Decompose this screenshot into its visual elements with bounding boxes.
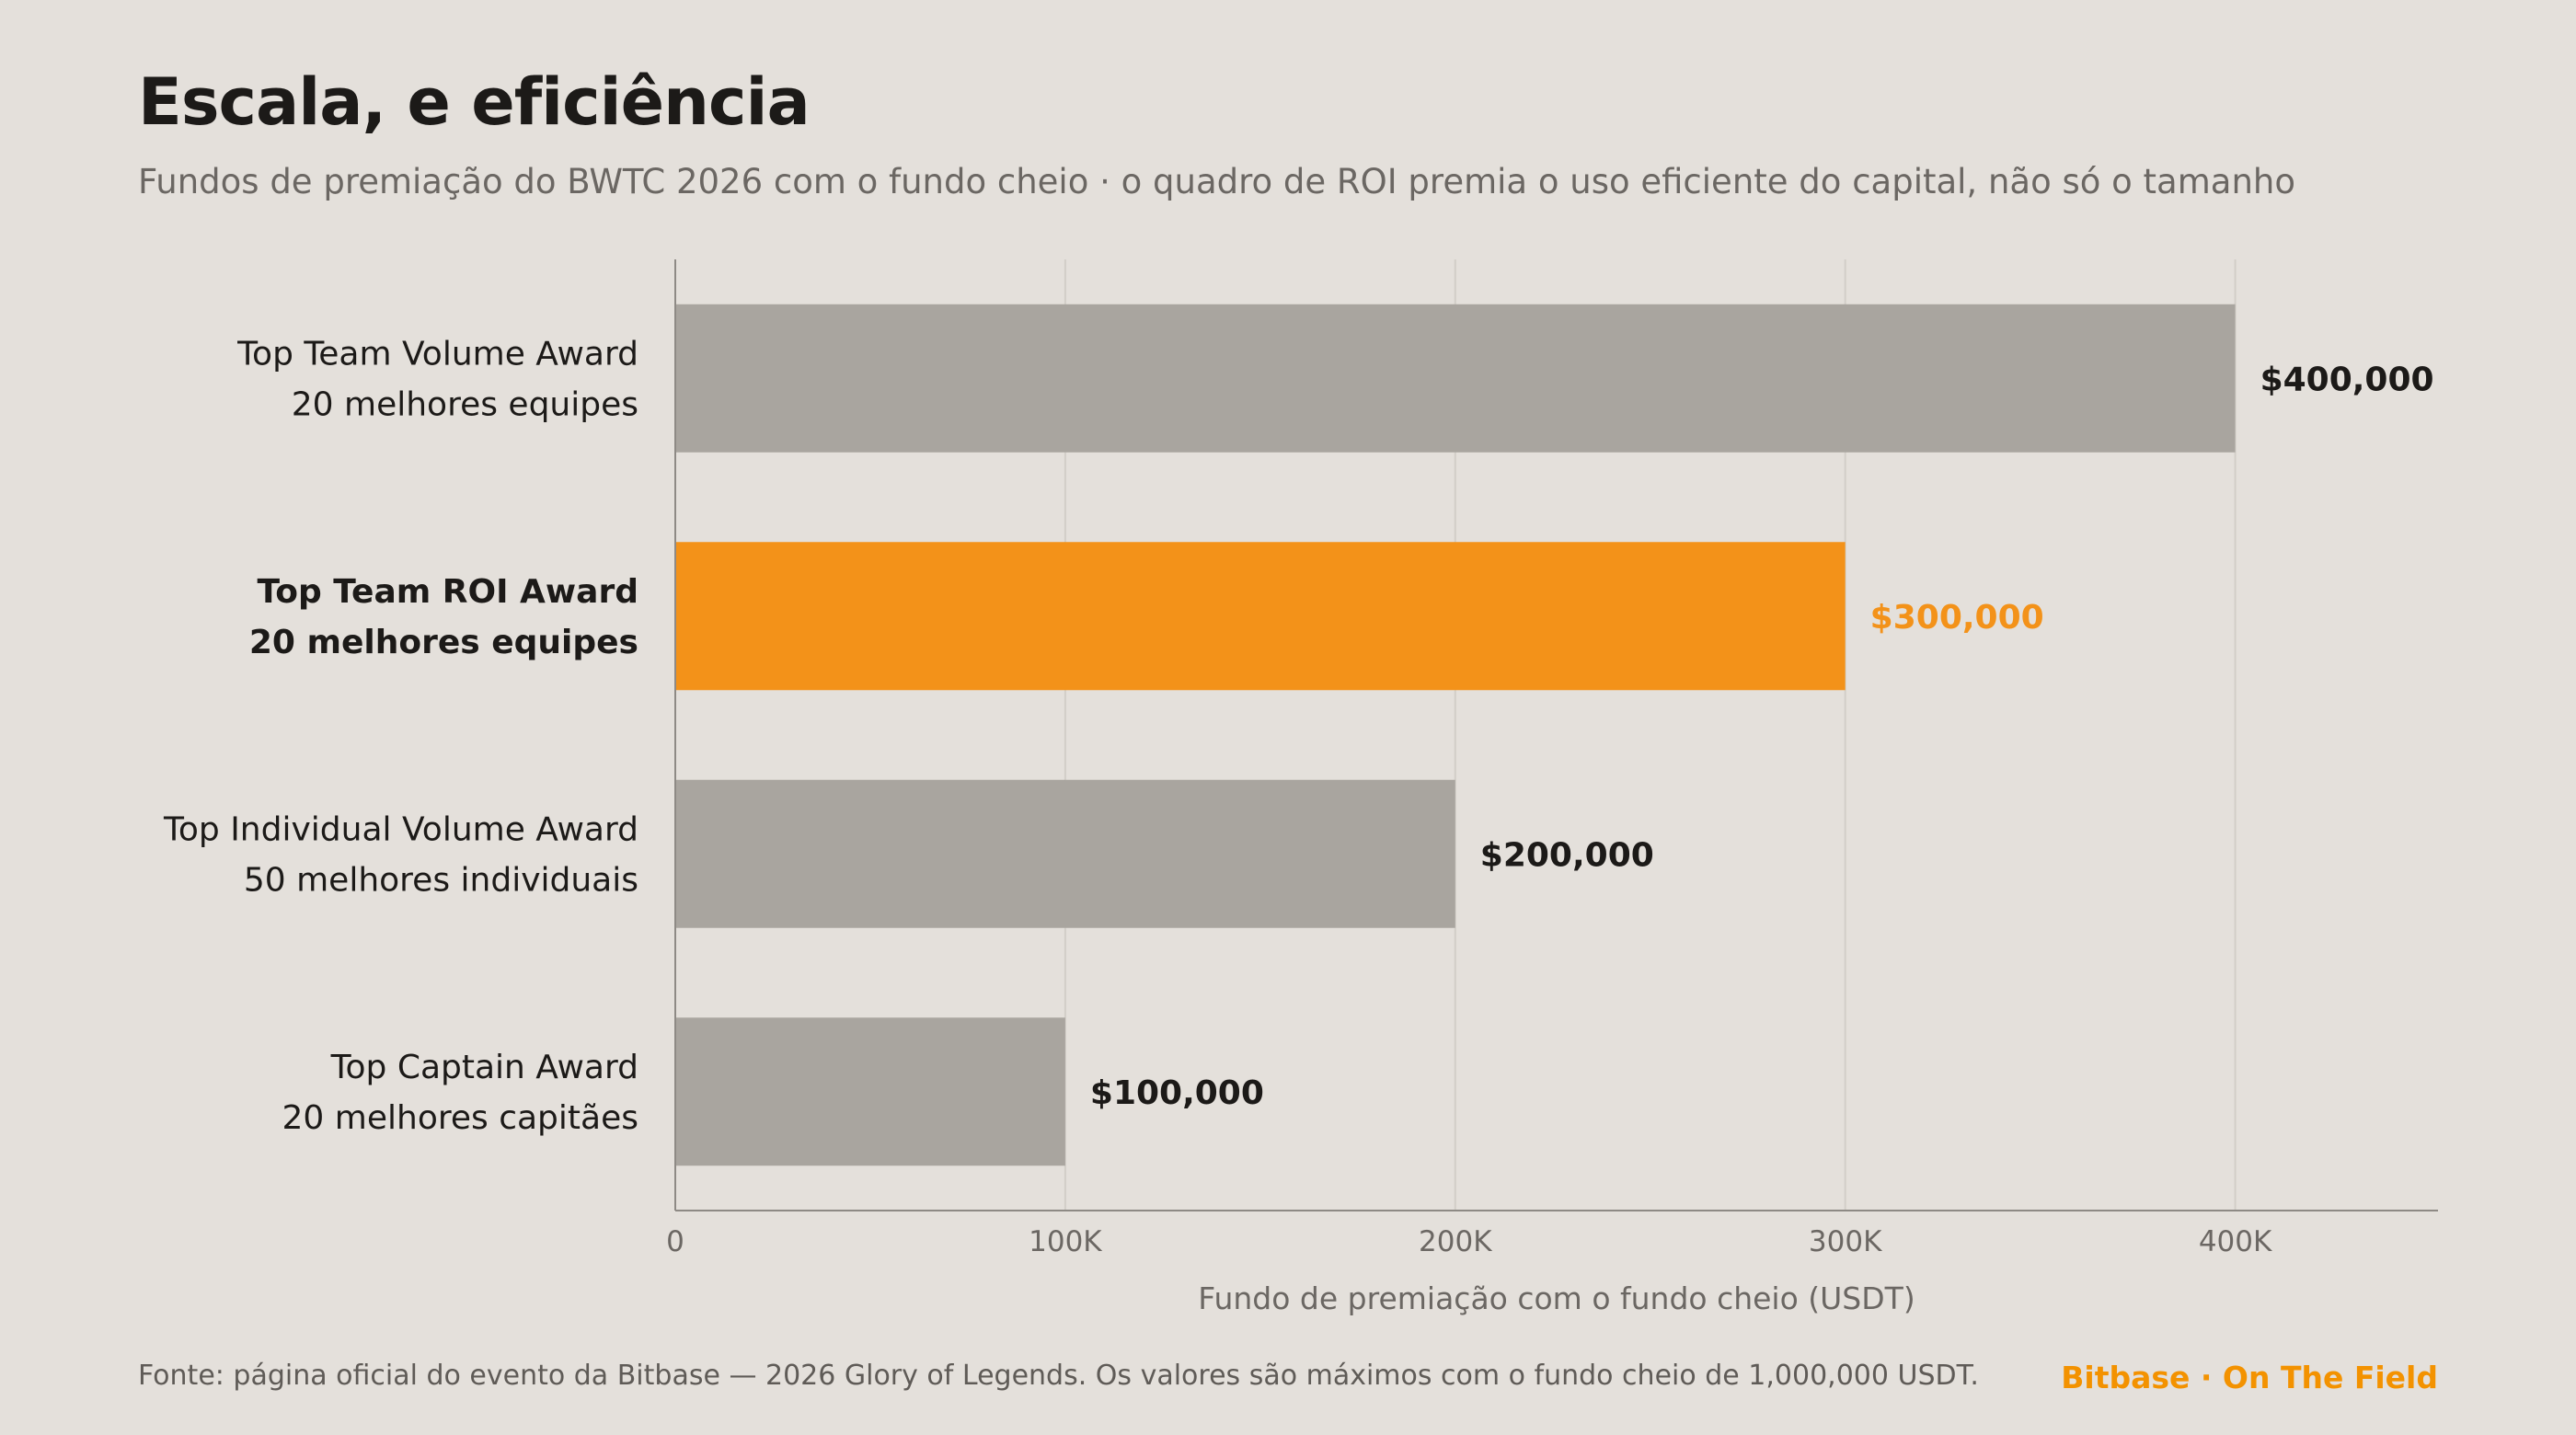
value-label-1: $300,000 <box>1870 599 2044 637</box>
x-tick-label-4: 400K <box>2199 1225 2272 1258</box>
bar-chart: Top Team Volume Award 20 melhores equipes… <box>163 259 2438 1316</box>
value-label-2: $200,000 <box>1480 836 1654 874</box>
x-axis-title: Fundo de premiação com o fundo cheio (US… <box>1198 1280 1915 1316</box>
category-label-2: Top Individual Volume Award <box>163 810 638 848</box>
page-title: Escala, e eficiência <box>138 64 811 140</box>
value-label-0: $400,000 <box>2260 361 2434 398</box>
bar-1 <box>675 542 1846 691</box>
category-label-1: Top Team ROI Award <box>257 573 638 611</box>
source-note: Fonte: página oficial do evento da Bitba… <box>138 1360 1979 1392</box>
category-detail-3: 20 melhores capitães <box>282 1099 638 1137</box>
x-tick-label-1: 100K <box>1029 1225 1102 1258</box>
category-label-0: Top Team Volume Award <box>236 335 638 373</box>
page-subtitle: Fundos de premiação do BWTC 2026 com o f… <box>138 162 2295 201</box>
category-detail-2: 50 melhores individuais <box>244 861 638 899</box>
bar-2 <box>675 779 1455 928</box>
category-detail-0: 20 melhores equipes <box>292 385 638 423</box>
category-detail-1: 20 melhores equipes <box>249 624 638 661</box>
value-label-3: $100,000 <box>1090 1074 1264 1112</box>
bar-0 <box>675 304 2236 453</box>
brand-label: Bitbase · On The Field <box>2061 1360 2438 1395</box>
category-label-3: Top Captain Award <box>330 1049 638 1086</box>
bar-3 <box>675 1017 1065 1166</box>
x-tick-label-3: 300K <box>1809 1225 1882 1258</box>
x-tick-label-2: 200K <box>1419 1225 1492 1258</box>
x-tick-label-0: 0 <box>666 1225 684 1258</box>
